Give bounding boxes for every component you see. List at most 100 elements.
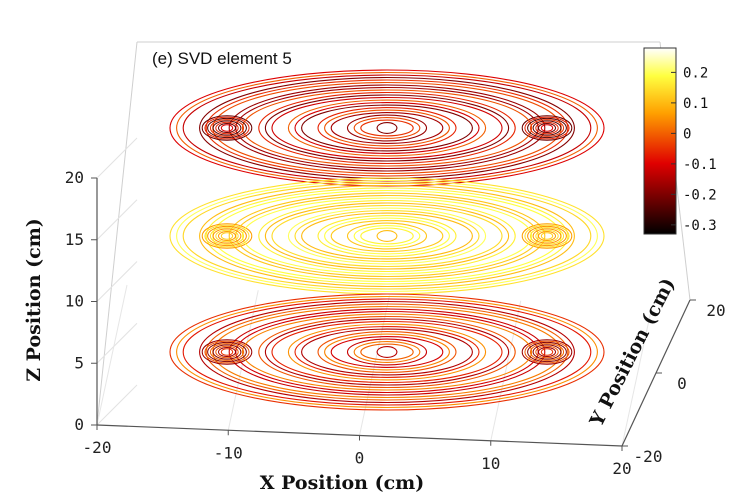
contour-line <box>353 117 421 139</box>
contour-line <box>376 346 398 358</box>
contour-line <box>360 119 414 137</box>
contour-line <box>209 119 245 137</box>
contour-line <box>376 230 398 242</box>
contour-line <box>287 323 487 381</box>
colorbar-tick-label: -0.1 <box>683 157 717 173</box>
contour-line <box>529 343 565 361</box>
contour-line <box>529 119 565 137</box>
contour-line <box>301 328 473 376</box>
colorbar-tick-label: -0.3 <box>683 218 717 234</box>
contour-line <box>271 204 503 268</box>
contour-line <box>532 120 562 136</box>
contour-line <box>535 229 559 243</box>
contour-slice <box>169 293 605 411</box>
contour-line <box>207 117 247 139</box>
contour-line <box>271 96 503 160</box>
contour-line <box>205 303 569 401</box>
x-axis-label: X Position (cm) <box>260 472 424 494</box>
contour-line <box>241 89 533 167</box>
x-tick-label: -10 <box>214 443 243 462</box>
contour-line <box>538 123 556 133</box>
contour-line <box>524 116 570 140</box>
contour-line <box>524 224 570 248</box>
contour-line <box>532 344 562 360</box>
colorbar-tick-label: 0 <box>683 126 691 142</box>
contour-line <box>215 121 239 135</box>
colorbar-ticks: 0.2 0.1 0 -0.1 -0.2 -0.3 <box>671 65 717 234</box>
contour-line <box>532 228 562 244</box>
contour-line <box>521 339 573 365</box>
contour-line <box>228 192 546 280</box>
contour-line <box>538 347 556 357</box>
contour-line <box>317 107 457 149</box>
contour-slices <box>169 69 605 411</box>
y-tick-label: 20 <box>706 301 725 320</box>
contour-line <box>535 121 559 135</box>
z-tick-label: 0 <box>74 415 84 434</box>
contour-line <box>220 124 234 132</box>
contour-line <box>324 217 450 255</box>
x-grid-line <box>227 290 259 431</box>
contour-line <box>346 114 428 142</box>
y-tick-label: -20 <box>634 447 663 466</box>
contour-line <box>220 348 234 356</box>
contour-line <box>258 199 516 273</box>
colorbar-tick-label: 0.1 <box>683 96 708 112</box>
contour-line <box>521 223 573 249</box>
contour-line <box>201 223 253 249</box>
x-grid-line <box>621 305 653 447</box>
grid-lines <box>96 137 653 447</box>
contour-line <box>209 343 245 361</box>
contour-line <box>521 115 573 141</box>
contour-line <box>201 115 253 141</box>
contour-line <box>204 340 250 364</box>
contour-line <box>540 348 554 356</box>
contour-line <box>212 120 242 136</box>
contour-line <box>205 79 569 177</box>
contour-line <box>220 232 234 240</box>
z-tick-label: 5 <box>74 353 84 372</box>
contour-line <box>324 333 450 371</box>
y-tick-label: 0 <box>677 374 687 393</box>
x-grid-line <box>96 284 128 426</box>
contour-line <box>212 344 242 360</box>
contour-line <box>182 182 592 290</box>
contour-line <box>538 231 556 241</box>
contour-line <box>199 300 575 404</box>
contour-line <box>169 293 605 411</box>
colorbar <box>643 47 677 235</box>
contour-line <box>218 347 236 357</box>
contour-line <box>317 331 457 373</box>
contour-line <box>346 338 428 366</box>
contour-line <box>294 102 480 154</box>
contour-line <box>212 228 242 244</box>
contour-line <box>205 187 569 285</box>
z-grid-line <box>96 137 138 179</box>
contour-line <box>294 210 480 262</box>
colorbar-tick-label: -0.2 <box>683 187 717 203</box>
contour-line <box>176 179 598 293</box>
contour-line <box>258 91 516 165</box>
contour-line <box>241 313 533 391</box>
z-axis-label: Z Position (cm) <box>23 218 45 382</box>
contour-slice <box>169 69 605 187</box>
contour-line <box>540 232 554 240</box>
contour-line <box>176 295 598 409</box>
contour-line <box>207 225 247 247</box>
contour-line <box>353 225 421 247</box>
z-tick-label: 10 <box>65 292 84 311</box>
contour-line <box>324 109 450 147</box>
z-grid-line <box>96 199 138 241</box>
contour-line <box>301 104 473 152</box>
contour-line <box>271 320 503 384</box>
z-tick-label: 20 <box>65 168 84 187</box>
contour-line <box>524 340 570 364</box>
contour-line <box>204 116 250 140</box>
contour-line <box>258 315 516 389</box>
contour-line <box>264 94 510 162</box>
z-grid-line <box>96 322 138 364</box>
contour-line <box>353 341 421 363</box>
contour-line <box>241 197 533 275</box>
